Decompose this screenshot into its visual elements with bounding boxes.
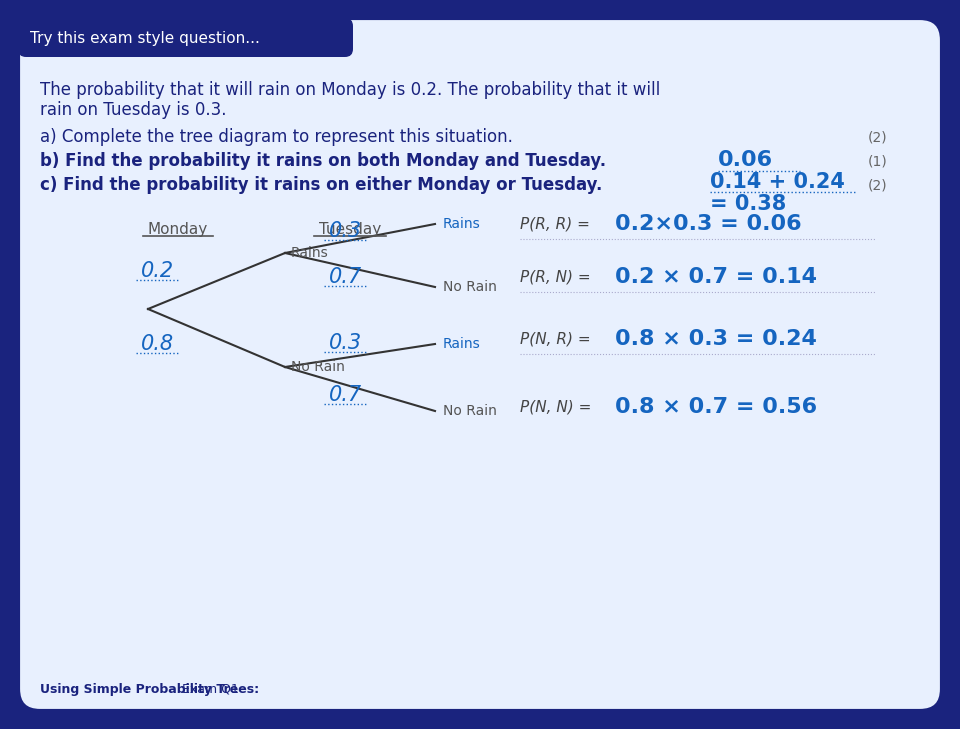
Text: No Rain: No Rain xyxy=(443,404,497,418)
Text: Rains: Rains xyxy=(291,246,328,260)
Text: = 0.38: = 0.38 xyxy=(710,194,786,214)
Text: P(R, R) =: P(R, R) = xyxy=(520,217,589,232)
Text: (2): (2) xyxy=(868,130,888,144)
Text: No Rain: No Rain xyxy=(291,360,345,374)
FancyBboxPatch shape xyxy=(18,18,942,711)
Text: The probability that it will rain on Monday is 0.2. The probability that it will: The probability that it will rain on Mon… xyxy=(40,81,660,99)
Text: 0.8: 0.8 xyxy=(141,334,175,354)
Text: c) Find the probability it rains on either Monday or Tuesday.: c) Find the probability it rains on eith… xyxy=(40,176,602,194)
Text: (1): (1) xyxy=(868,154,888,168)
Text: P(N, R) =: P(N, R) = xyxy=(520,332,590,346)
Text: P(R, N) =: P(R, N) = xyxy=(520,270,590,284)
Text: 0.2: 0.2 xyxy=(141,261,175,281)
Text: 0.7: 0.7 xyxy=(329,267,363,287)
Text: 0.2 × 0.7 = 0.14: 0.2 × 0.7 = 0.14 xyxy=(615,267,817,287)
Text: Try this exam style question...: Try this exam style question... xyxy=(30,31,260,45)
Text: 0.8 × 0.7 = 0.56: 0.8 × 0.7 = 0.56 xyxy=(615,397,817,417)
Text: 0.3: 0.3 xyxy=(329,333,363,353)
FancyBboxPatch shape xyxy=(18,18,353,57)
Text: Rains: Rains xyxy=(443,337,481,351)
Text: a) Complete the tree diagram to represent this situation.: a) Complete the tree diagram to represen… xyxy=(40,128,513,146)
Text: Monday: Monday xyxy=(148,222,208,236)
Text: No Rain: No Rain xyxy=(443,280,497,294)
Text: 0.8 × 0.3 = 0.24: 0.8 × 0.3 = 0.24 xyxy=(615,329,817,349)
Text: rain on Tuesday is 0.3.: rain on Tuesday is 0.3. xyxy=(40,101,227,119)
Text: Tuesday: Tuesday xyxy=(319,222,381,236)
Text: Rains: Rains xyxy=(443,217,481,231)
Text: Using Simple Probability Trees:: Using Simple Probability Trees: xyxy=(40,682,259,695)
Text: (2): (2) xyxy=(868,178,888,192)
Text: b) Find the probability it rains on both Monday and Tuesday.: b) Find the probability it rains on both… xyxy=(40,152,606,170)
Text: 0.7: 0.7 xyxy=(329,385,363,405)
Text: 0.2×0.3 = 0.06: 0.2×0.3 = 0.06 xyxy=(615,214,802,234)
Text: Exam Q1: Exam Q1 xyxy=(178,682,239,695)
Text: 0.06: 0.06 xyxy=(718,150,773,170)
Text: 0.14 + 0.24: 0.14 + 0.24 xyxy=(710,172,845,192)
Text: 0.3: 0.3 xyxy=(329,221,363,241)
Text: P(N, N) =: P(N, N) = xyxy=(520,399,591,415)
